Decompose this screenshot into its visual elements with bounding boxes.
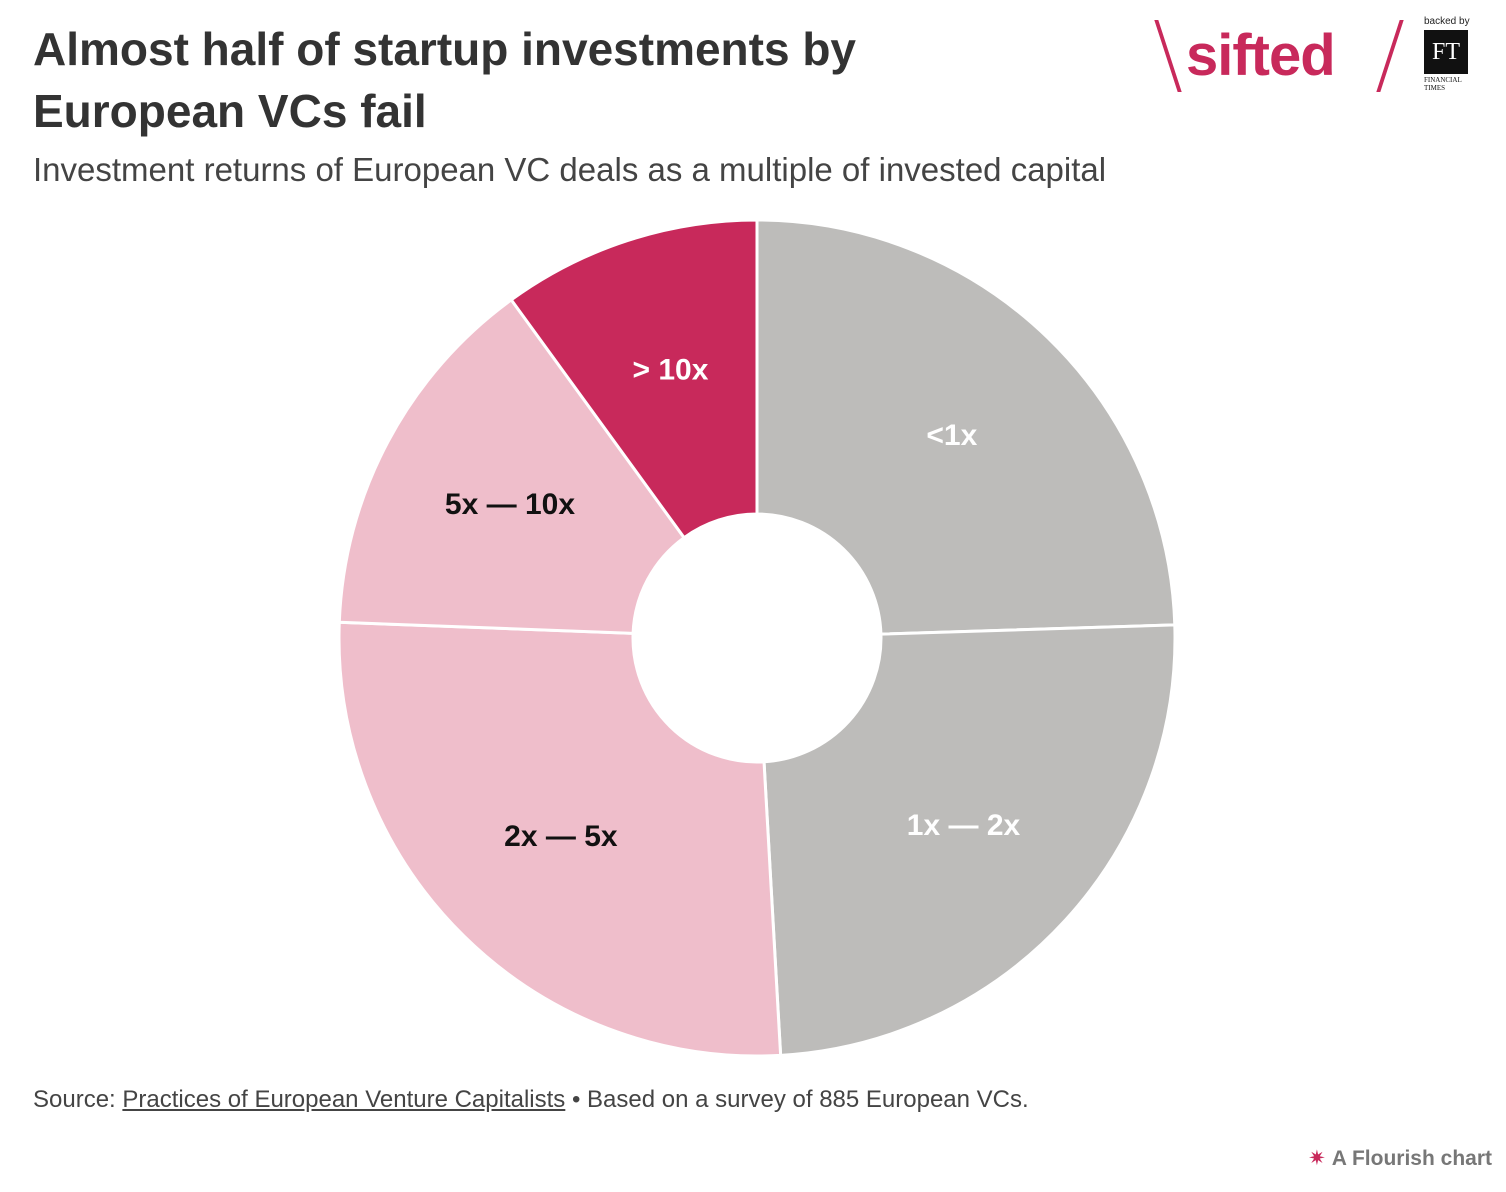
slice-label-10x: > 10x <box>633 354 709 387</box>
slice-label-2x-5x: 2x — 5x <box>504 820 618 853</box>
slice-label-1x: <1x <box>926 419 977 452</box>
slice-1x-2x[interactable] <box>762 623 1177 1057</box>
slice-2x-5x[interactable] <box>337 620 783 1058</box>
source-suffix: • Based on a survey of 885 European VCs. <box>565 1086 1029 1113</box>
source-link[interactable]: Practices of European Venture Capitalist… <box>122 1086 566 1113</box>
flourish-credit-text: A Flourish chart <box>1331 1147 1492 1170</box>
donut-slices <box>337 218 1177 1058</box>
ft-logo-name: FINANCIAL TIMES <box>1424 76 1462 92</box>
source-note: Source: Practices of European Venture Ca… <box>33 1086 1029 1114</box>
chart-title: Almost half of startup investments by Eu… <box>33 23 857 137</box>
logo-brand-text: sifted <box>1186 23 1336 88</box>
slice-label-5x-10x: 5x — 10x <box>445 488 575 521</box>
slice-1x[interactable] <box>755 218 1177 636</box>
source-prefix: Source: <box>33 1086 123 1113</box>
slice-label-1x-2x: 1x — 2x <box>907 809 1021 842</box>
flourish-star-icon: ✷ <box>1308 1147 1326 1170</box>
sifted-ft-logo[interactable]: sifted backed by FT FINANCIAL TIMES <box>1148 14 1478 96</box>
chart-subtitle: Investment returns of European VC deals … <box>33 151 1107 188</box>
slice-5x-10x[interactable] <box>337 297 687 635</box>
ft-logo-icon: FT <box>1424 30 1468 74</box>
donut-labels: <1x 1x — 2x 2x — 5x 5x — 10x > 10x <box>445 354 1021 853</box>
flourish-credit[interactable]: ✷ A Flourish chart <box>1308 1146 1492 1171</box>
logo-backed-by: backed by <box>1424 16 1470 27</box>
slice-10x[interactable] <box>509 218 759 540</box>
